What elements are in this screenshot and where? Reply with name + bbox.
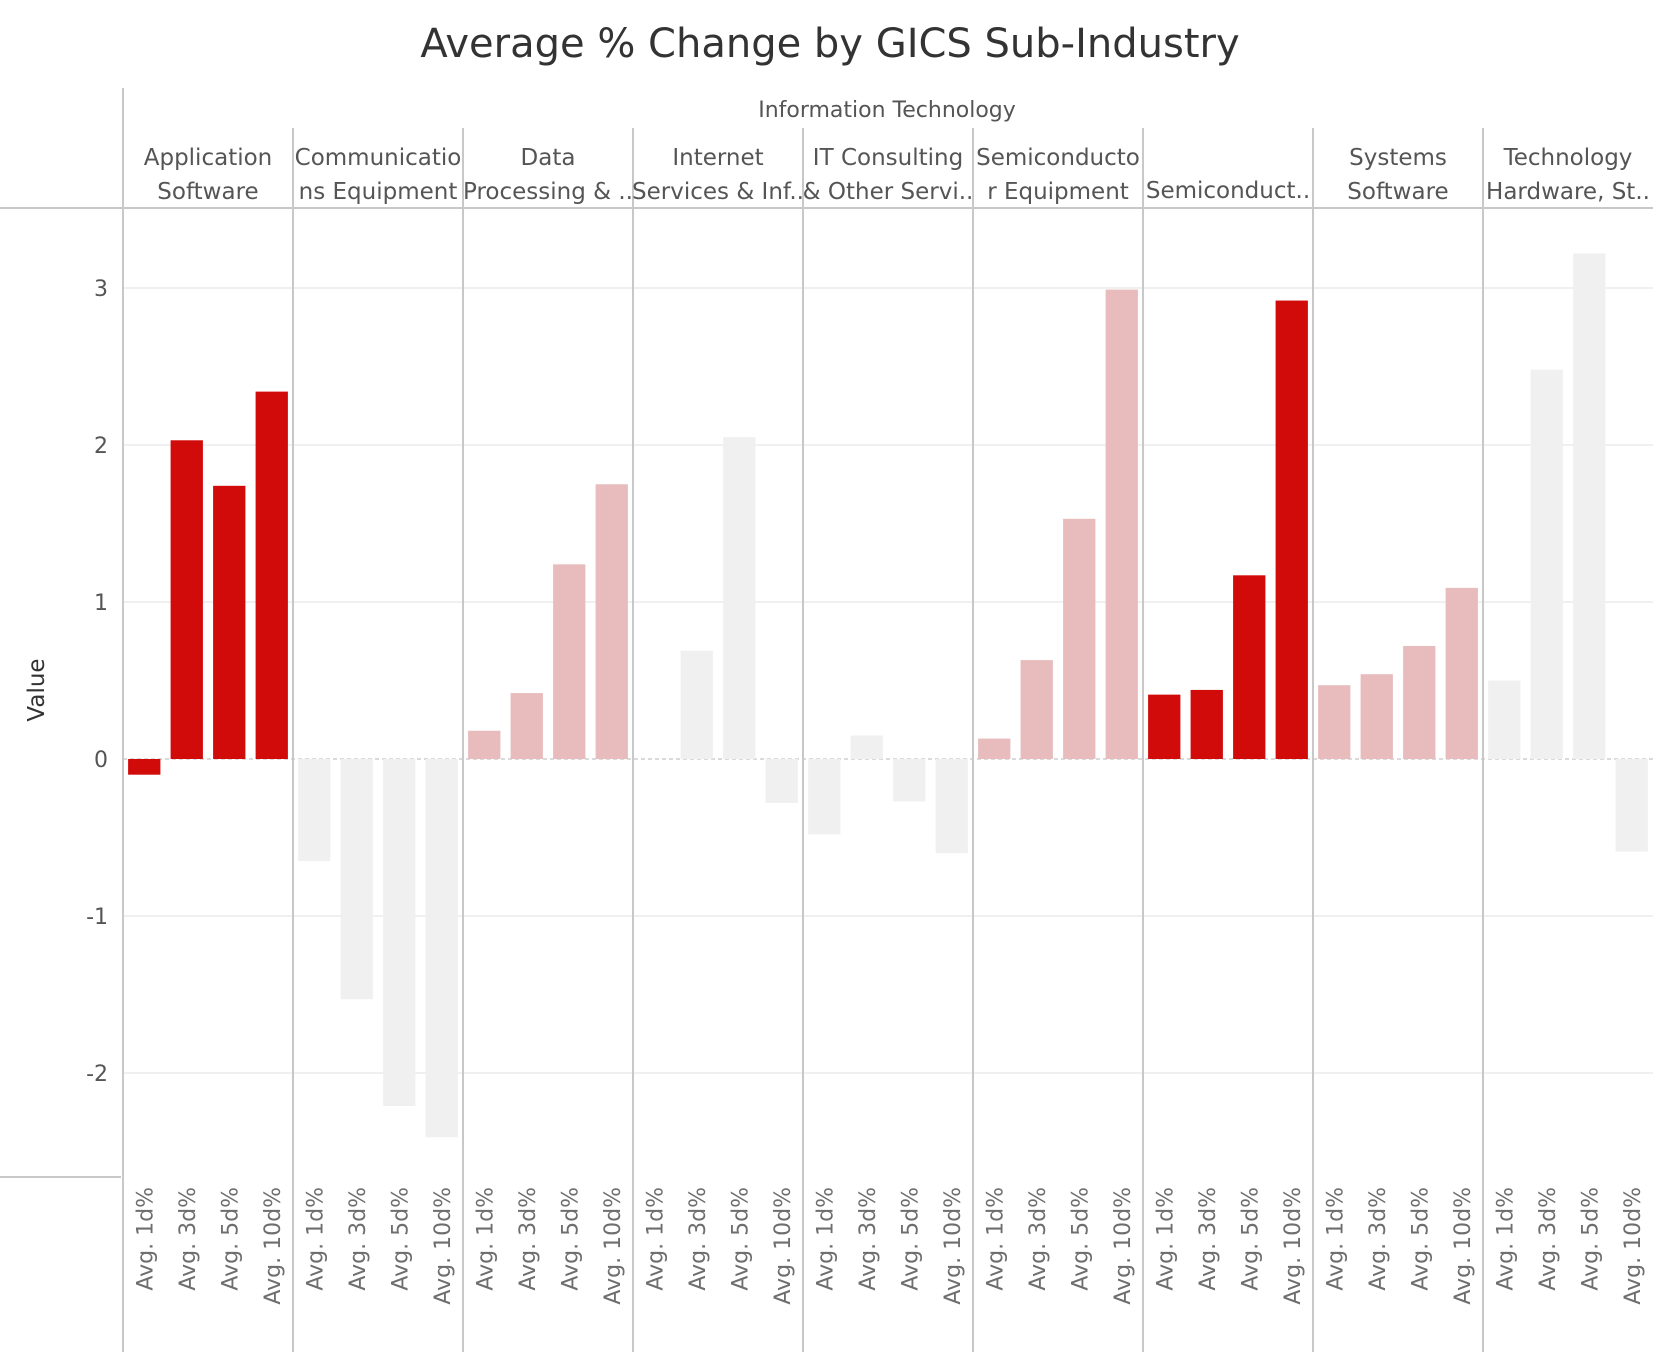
chart-title: Average % Change by GICS Sub-Industry: [420, 21, 1239, 67]
x-tick-label: Avg. 3d%: [1536, 1187, 1561, 1291]
x-tick-label: Avg. 1d%: [983, 1187, 1008, 1291]
bar: [765, 759, 798, 803]
panel-header-line: Software: [157, 179, 258, 205]
bar: [553, 564, 586, 759]
x-tick-label: Avg. 5d%: [388, 1187, 413, 1291]
x-tick-label: Avg. 10d%: [941, 1187, 966, 1305]
panel-header-line: Hardware, St..: [1486, 179, 1650, 205]
bar: [1020, 660, 1053, 759]
x-tick-label: Avg. 3d%: [686, 1187, 711, 1291]
x-tick-label: Avg. 1d%: [1323, 1187, 1348, 1291]
panel-header-line: Services & Inf..: [632, 179, 804, 205]
bar: [1190, 689, 1223, 759]
bar: [1105, 289, 1138, 759]
panel-header-line: Software: [1347, 179, 1448, 205]
panel-header-line: Semiconduct..: [1146, 178, 1310, 204]
bar: [1488, 680, 1521, 759]
bar: [978, 738, 1011, 759]
y-tick-label: -1: [86, 905, 108, 930]
y-tick-label: 0: [94, 748, 108, 773]
bar: [808, 759, 841, 835]
bar: [1063, 518, 1096, 759]
x-tick-label: Avg. 1d%: [1153, 1187, 1178, 1291]
bar: [1615, 759, 1648, 852]
y-tick-label: -2: [86, 1062, 108, 1087]
x-tick-label: Avg. 3d%: [856, 1187, 881, 1291]
sector-header: Information Technology: [758, 98, 1016, 123]
panel-header-line: Processing & ..: [463, 179, 633, 205]
x-tick-label: Avg. 3d%: [346, 1187, 371, 1291]
panel-header-line: Data: [521, 145, 576, 171]
x-tick-label: Avg. 10d%: [261, 1187, 286, 1305]
panel-header-line: ns Equipment: [299, 179, 458, 205]
y-tick-label: 2: [94, 434, 108, 459]
bar: [893, 759, 926, 802]
x-tick-label: Avg. 3d%: [1366, 1187, 1391, 1291]
panel-header-line: Semiconducto: [976, 145, 1140, 171]
panel-header-line: r Equipment: [987, 179, 1129, 205]
x-tick-label: Avg. 1d%: [133, 1187, 158, 1291]
bar: [510, 693, 543, 759]
bar: [128, 759, 161, 775]
bar: [850, 735, 883, 759]
x-tick-label: Avg. 10d%: [431, 1187, 456, 1305]
x-tick-label: Avg. 3d%: [176, 1187, 201, 1291]
panel-header-line: Application: [144, 145, 273, 171]
panel-header-line: & Other Servi..: [803, 179, 974, 205]
x-tick-label: Avg. 10d%: [1111, 1187, 1136, 1305]
y-tick-label: 3: [94, 277, 108, 302]
bar: [1445, 587, 1478, 759]
bar: [1148, 694, 1181, 759]
bar: [425, 759, 458, 1138]
bar: [1530, 369, 1563, 759]
bar: [680, 650, 713, 759]
panel-header-line: Communicatio: [295, 145, 462, 171]
bar: [1360, 674, 1393, 759]
bar: [170, 440, 203, 759]
x-tick-label: Avg. 5d%: [1068, 1187, 1093, 1291]
x-tick-label: Avg. 5d%: [218, 1187, 243, 1291]
bar: [1233, 575, 1266, 759]
x-tick-label: Avg. 1d%: [1493, 1187, 1518, 1291]
x-tick-label: Avg. 10d%: [1451, 1187, 1476, 1305]
x-tick-label: Avg. 5d%: [1238, 1187, 1263, 1291]
bar: [935, 759, 968, 854]
x-tick-label: Avg. 1d%: [303, 1187, 328, 1291]
bar: [213, 485, 246, 759]
panel-header-line: Internet: [672, 145, 763, 171]
bar: [723, 437, 756, 759]
x-tick-label: Avg. 3d%: [516, 1187, 541, 1291]
bar: [1573, 253, 1606, 759]
bar: [298, 759, 331, 862]
bar: [340, 759, 373, 1000]
bar: [255, 391, 288, 759]
bar: [1275, 300, 1308, 759]
x-tick-label: Avg. 10d%: [771, 1187, 796, 1305]
panel-header-line: IT Consulting: [813, 145, 963, 171]
x-tick-label: Avg. 3d%: [1026, 1187, 1051, 1291]
bar: [383, 759, 416, 1106]
panel-header-line: Systems: [1349, 145, 1447, 171]
x-tick-label: Avg. 1d%: [813, 1187, 838, 1291]
x-tick-label: Avg. 5d%: [728, 1187, 753, 1291]
x-tick-label: Avg. 5d%: [558, 1187, 583, 1291]
x-tick-label: Avg. 1d%: [473, 1187, 498, 1291]
x-tick-label: Avg. 1d%: [643, 1187, 668, 1291]
panel-header-line: Technology: [1503, 145, 1633, 171]
x-tick-label: Avg. 5d%: [898, 1187, 923, 1291]
x-tick-label: Avg. 3d%: [1196, 1187, 1221, 1291]
y-tick-label: 1: [94, 591, 108, 616]
x-tick-label: Avg. 10d%: [1281, 1187, 1306, 1305]
x-tick-label: Avg. 5d%: [1578, 1187, 1603, 1291]
bar: [1403, 645, 1436, 759]
bar: [1318, 685, 1351, 759]
y-axis-label: Value: [24, 658, 50, 721]
x-tick-label: Avg. 10d%: [1621, 1187, 1646, 1305]
bar: [595, 484, 628, 759]
bar: [468, 730, 501, 759]
x-tick-label: Avg. 10d%: [601, 1187, 626, 1305]
x-tick-label: Avg. 5d%: [1408, 1187, 1433, 1291]
